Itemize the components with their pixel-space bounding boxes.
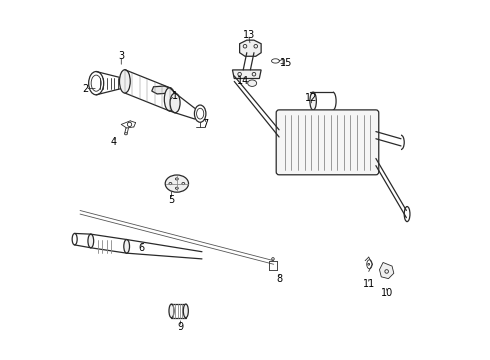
Ellipse shape [170,93,180,113]
Polygon shape [379,262,394,279]
Ellipse shape [247,80,257,86]
Ellipse shape [88,234,94,248]
Polygon shape [232,70,261,78]
Text: 9: 9 [177,322,184,332]
Text: 11: 11 [363,279,375,289]
Text: 1: 1 [172,91,178,101]
Text: 14: 14 [237,76,249,86]
Text: 6: 6 [138,243,144,253]
Ellipse shape [310,92,317,110]
Text: 10: 10 [381,288,393,298]
Ellipse shape [183,304,188,318]
Ellipse shape [124,239,129,253]
Text: 12: 12 [305,93,318,103]
Text: 3: 3 [118,51,124,61]
Ellipse shape [164,87,175,111]
Text: 15: 15 [280,58,293,68]
Ellipse shape [120,70,130,93]
Text: 7: 7 [202,120,209,129]
Text: 2: 2 [82,84,89,94]
Polygon shape [240,40,261,56]
Text: 5: 5 [169,195,174,205]
Ellipse shape [165,175,189,192]
Text: 8: 8 [276,274,282,284]
Text: 4: 4 [111,138,117,147]
Text: 13: 13 [243,30,255,40]
FancyBboxPatch shape [276,110,379,175]
Polygon shape [152,86,172,94]
Ellipse shape [169,304,174,318]
